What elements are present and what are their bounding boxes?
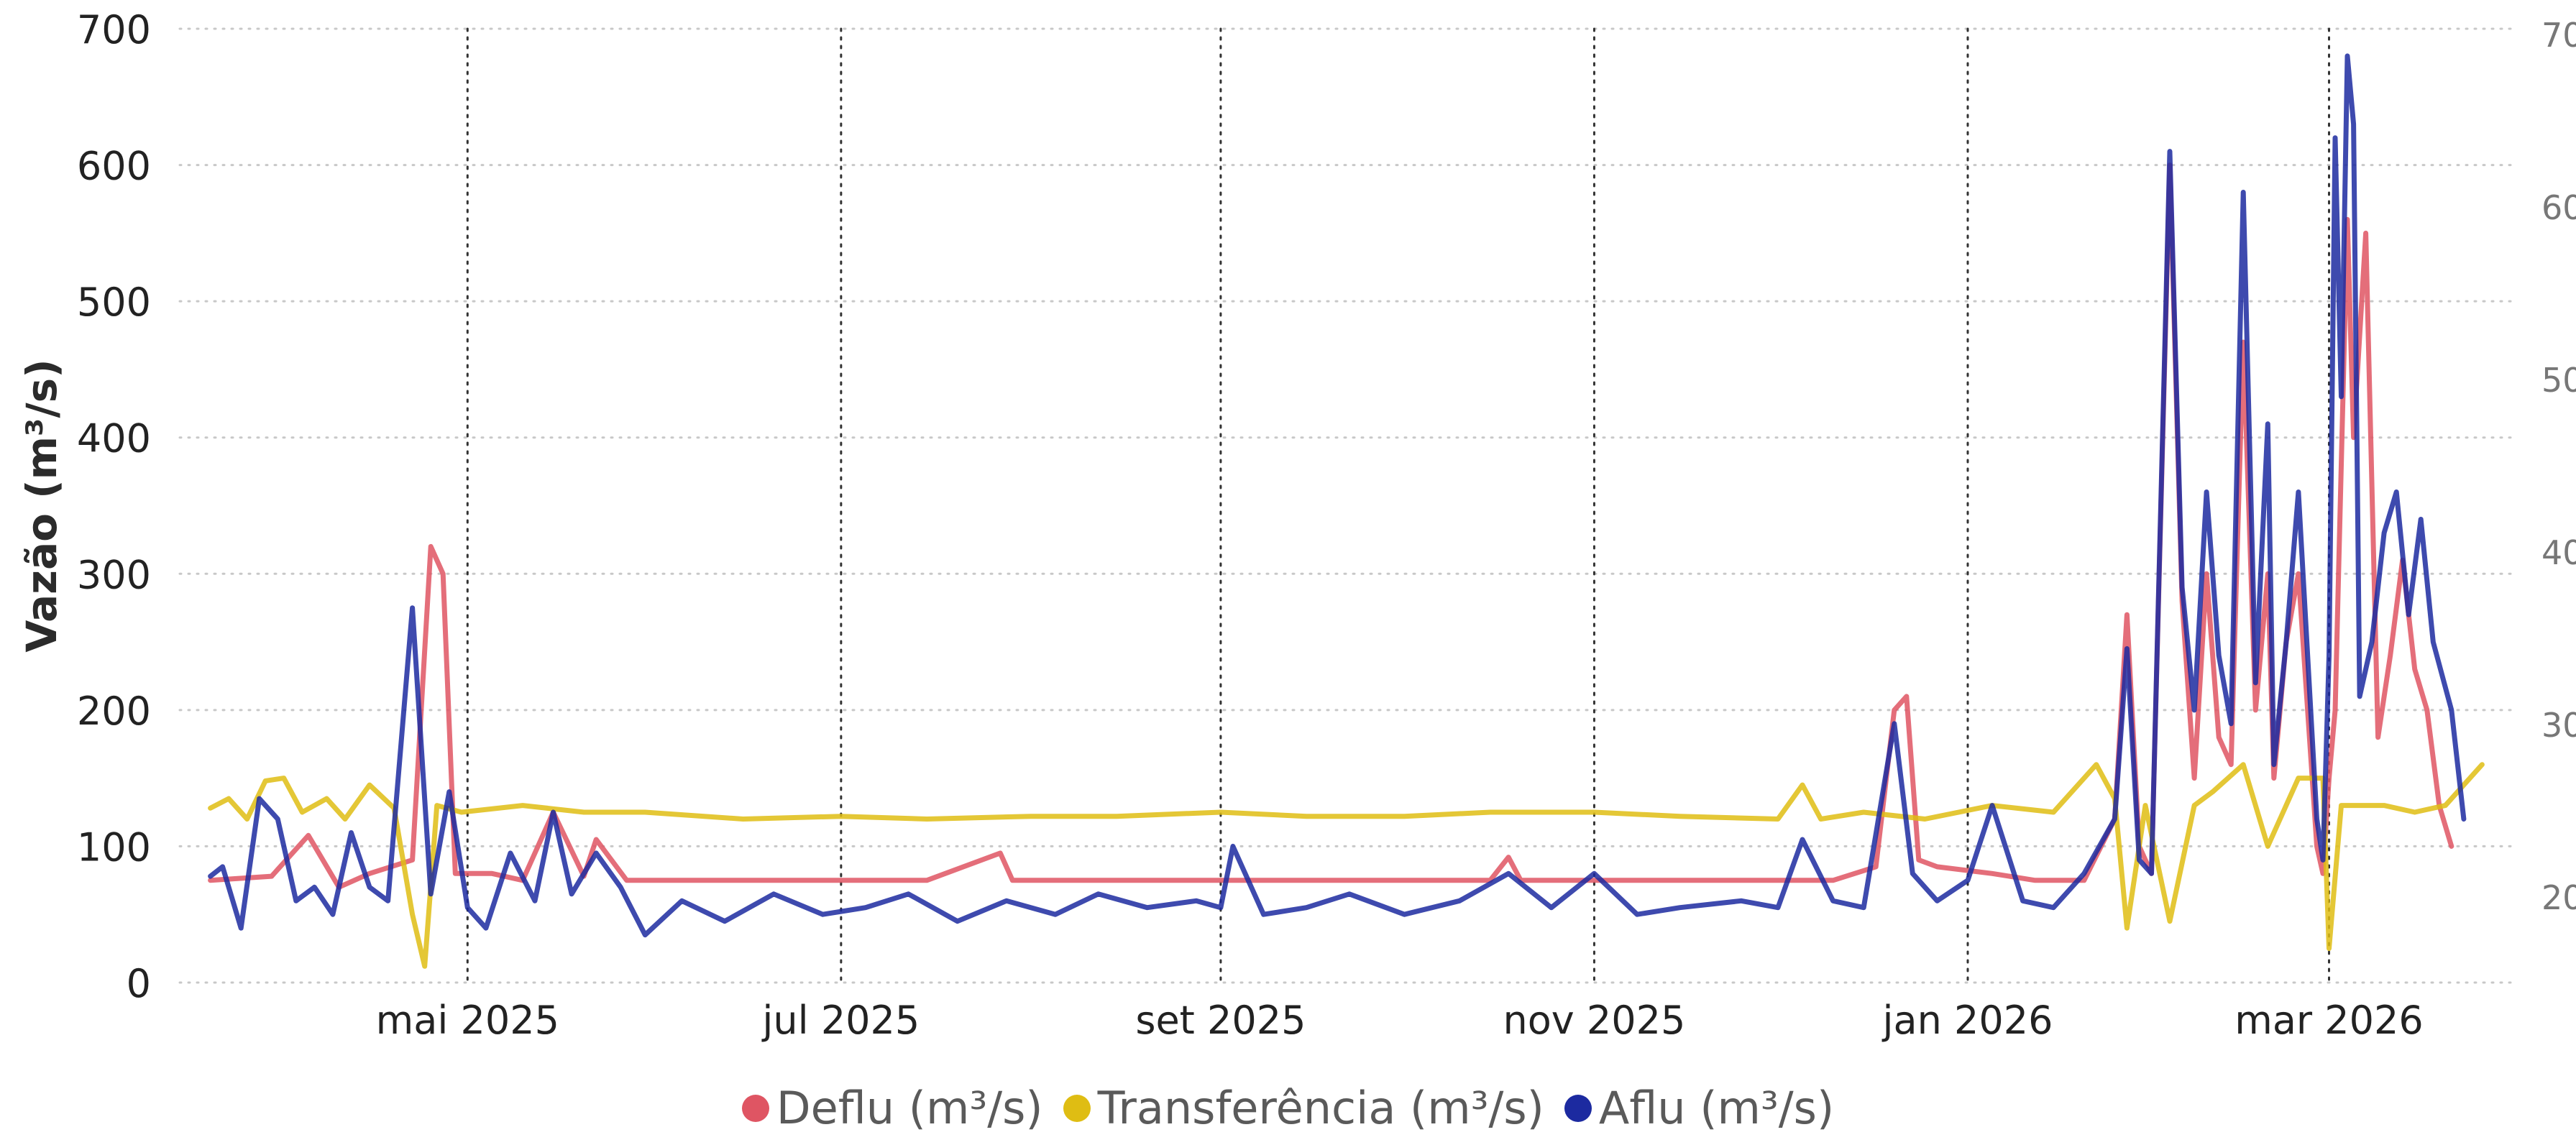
- y-axis-label: Vazão (m³/s): [17, 359, 66, 652]
- y-tick-label: 100: [77, 824, 151, 870]
- y-tick-label: 0: [127, 961, 151, 1006]
- legend-label-transferencia: Transferência (m³/s): [1097, 1082, 1544, 1134]
- legend-marker-deflu: [741, 1094, 769, 1122]
- legend-item-aflu[interactable]: Aflu (m³/s): [1564, 1082, 1834, 1134]
- y2-tick-label: 500: [2541, 361, 2576, 400]
- x-tick-label: mai 2025: [376, 998, 559, 1043]
- x-tick-label: jul 2025: [761, 998, 920, 1043]
- y-tick-label: 500: [77, 280, 151, 325]
- x-tick-label: set 2025: [1135, 998, 1306, 1043]
- series-line-1: [208, 762, 2485, 969]
- y2-tick-label: 400: [2541, 533, 2576, 572]
- y2-tick-label: 700: [2541, 16, 2576, 55]
- x-tick-label: mar 2026: [2234, 998, 2424, 1043]
- legend-label-aflu: Aflu (m³/s): [1598, 1082, 1835, 1134]
- y-tick-label: 600: [77, 144, 151, 189]
- y-tick-label: 200: [77, 689, 151, 734]
- y2-tick-label: 200: [2541, 878, 2576, 917]
- series-line-2: [208, 53, 2467, 938]
- y2-tick-label: 600: [2541, 188, 2576, 227]
- y-tick-label: 400: [77, 416, 151, 461]
- y-tick-label: 700: [77, 7, 151, 52]
- chart-legend: Deflu (m³/s) Transferência (m³/s) Aflu (…: [0, 1082, 2576, 1134]
- legend-item-deflu[interactable]: Deflu (m³/s): [741, 1082, 1043, 1134]
- flow-line-chart: 0 100 200 300 400 500 600 700 200 300 400 500 600 700…: [17, 7, 2576, 1043]
- legend-label-deflu: Deflu (m³/s): [776, 1082, 1043, 1134]
- x-tick-label: nov 2025: [1503, 998, 1686, 1043]
- legend-marker-transferencia: [1063, 1094, 1091, 1122]
- legend-item-transferencia[interactable]: Transferência (m³/s): [1063, 1082, 1544, 1134]
- x-tick-label: jan 2026: [1882, 998, 2053, 1043]
- y-tick-label: 300: [77, 552, 151, 597]
- legend-marker-aflu: [1564, 1094, 1592, 1122]
- y2-tick-label: 300: [2541, 706, 2576, 745]
